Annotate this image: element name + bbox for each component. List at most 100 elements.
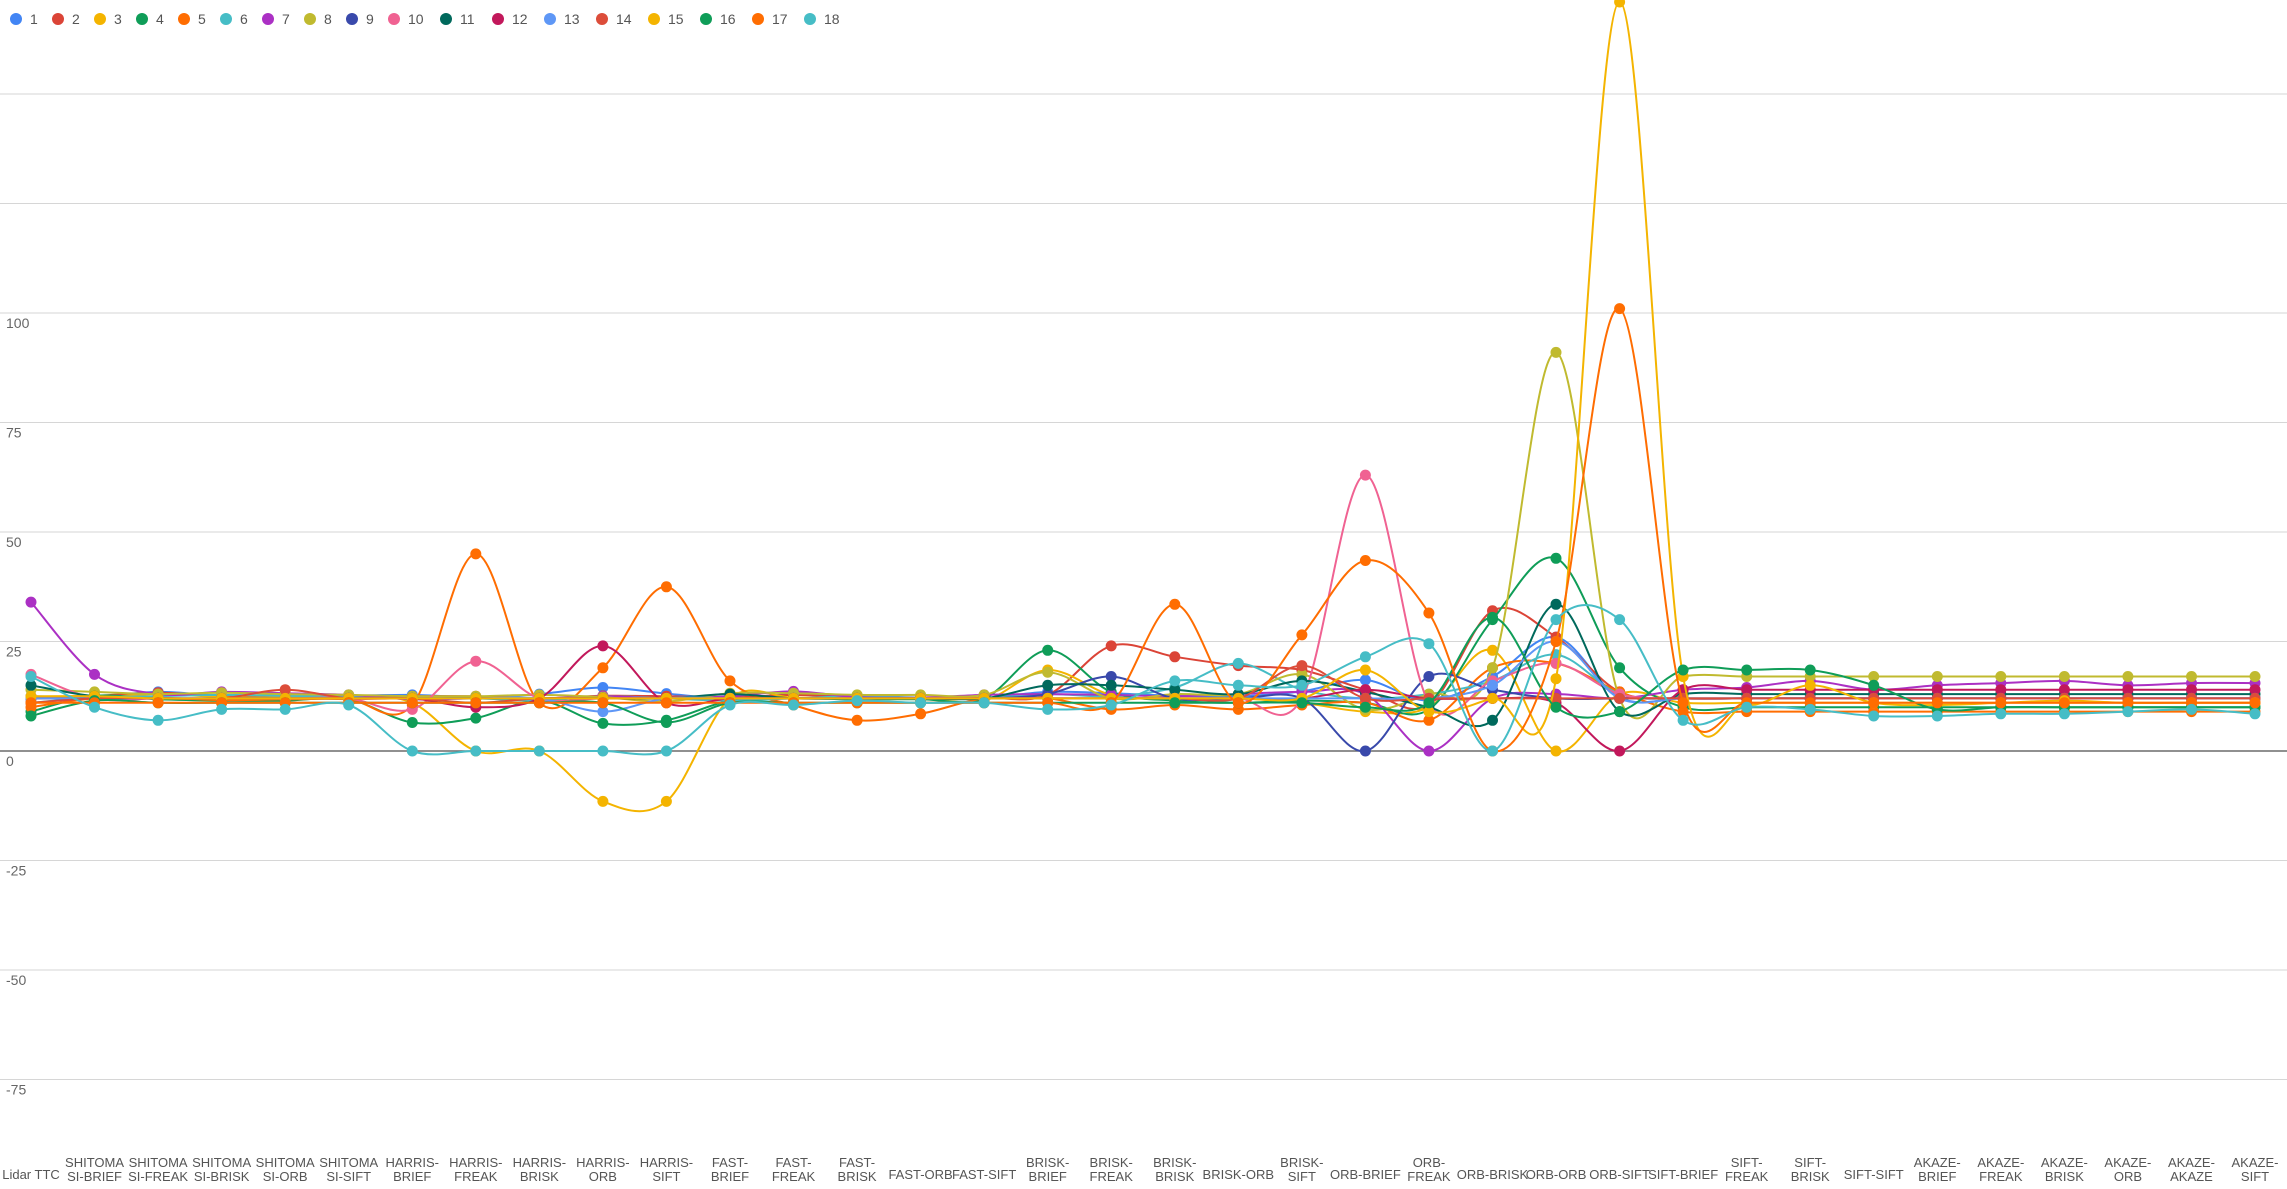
legend-item-5[interactable]: 5 xyxy=(178,11,206,27)
legend-item-12[interactable]: 12 xyxy=(492,11,528,27)
data-point[interactable] xyxy=(152,697,164,709)
data-point[interactable] xyxy=(1423,638,1435,650)
data-point[interactable] xyxy=(1359,651,1371,663)
data-point[interactable] xyxy=(1169,684,1181,696)
data-point[interactable] xyxy=(660,581,672,593)
data-point[interactable] xyxy=(1042,666,1054,678)
data-point[interactable] xyxy=(1487,714,1498,726)
data-point[interactable] xyxy=(1741,701,1753,713)
data-point[interactable] xyxy=(1995,671,2007,682)
data-point[interactable] xyxy=(1423,714,1435,726)
data-point[interactable] xyxy=(406,717,418,728)
data-point[interactable] xyxy=(1614,662,1626,674)
data-point[interactable] xyxy=(788,699,799,711)
data-point[interactable] xyxy=(1105,679,1117,691)
data-point[interactable] xyxy=(1423,745,1435,757)
data-point[interactable] xyxy=(1550,636,1562,647)
data-point[interactable] xyxy=(978,697,990,709)
data-point[interactable] xyxy=(2249,684,2261,696)
data-point[interactable] xyxy=(1169,697,1181,709)
data-point[interactable] xyxy=(2122,671,2134,682)
legend-item-14[interactable]: 14 xyxy=(596,11,632,27)
data-point[interactable] xyxy=(2249,671,2261,682)
data-point[interactable] xyxy=(1423,607,1435,619)
legend-item-7[interactable]: 7 xyxy=(262,11,290,27)
data-point[interactable] xyxy=(1804,664,1816,676)
data-point[interactable] xyxy=(279,684,291,696)
data-point[interactable] xyxy=(597,795,609,807)
legend-item-11[interactable]: 11 xyxy=(440,11,475,27)
data-point[interactable] xyxy=(1614,303,1626,315)
data-point[interactable] xyxy=(1296,697,1308,709)
legend-item-16[interactable]: 16 xyxy=(700,11,736,27)
data-point[interactable] xyxy=(470,745,482,757)
legend-item-13[interactable]: 13 xyxy=(544,11,580,27)
data-point[interactable] xyxy=(597,697,609,709)
data-point[interactable] xyxy=(1042,644,1054,656)
data-point[interactable] xyxy=(279,703,291,715)
data-point[interactable] xyxy=(1296,629,1308,641)
data-point[interactable] xyxy=(1359,745,1371,757)
data-point[interactable] xyxy=(2122,706,2134,718)
data-point[interactable] xyxy=(2122,697,2134,709)
data-point[interactable] xyxy=(2058,684,2070,696)
data-point[interactable] xyxy=(1868,710,1880,722)
legend-item-2[interactable]: 2 xyxy=(52,11,80,27)
data-point[interactable] xyxy=(25,671,37,682)
data-point[interactable] xyxy=(660,717,672,728)
data-point[interactable] xyxy=(1105,640,1117,652)
data-point[interactable] xyxy=(1677,714,1689,726)
data-point[interactable] xyxy=(2186,703,2197,715)
data-point[interactable] xyxy=(1487,662,1498,674)
data-point[interactable] xyxy=(1423,671,1435,682)
data-point[interactable] xyxy=(1042,679,1054,691)
data-point[interactable] xyxy=(1296,660,1308,672)
data-point[interactable] xyxy=(1550,701,1562,713)
data-point[interactable] xyxy=(470,697,482,709)
data-point[interactable] xyxy=(2058,697,2070,709)
data-point[interactable] xyxy=(406,697,418,709)
data-point[interactable] xyxy=(1359,469,1371,481)
data-point[interactable] xyxy=(1105,699,1117,711)
data-point[interactable] xyxy=(470,712,482,724)
data-point[interactable] xyxy=(2058,671,2070,682)
data-point[interactable] xyxy=(915,708,927,720)
data-point[interactable] xyxy=(1614,614,1626,626)
data-point[interactable] xyxy=(2249,708,2261,720)
data-point[interactable] xyxy=(1931,710,1943,722)
legend-item-15[interactable]: 15 xyxy=(648,11,684,27)
data-point[interactable] xyxy=(851,695,863,707)
data-point[interactable] xyxy=(1423,697,1435,709)
data-point[interactable] xyxy=(597,745,609,757)
data-point[interactable] xyxy=(216,703,228,715)
data-point[interactable] xyxy=(533,745,545,757)
data-point[interactable] xyxy=(1931,697,1943,709)
data-point[interactable] xyxy=(406,745,418,757)
data-point[interactable] xyxy=(152,714,164,726)
data-point[interactable] xyxy=(2249,697,2261,709)
data-point[interactable] xyxy=(1105,671,1117,682)
data-point[interactable] xyxy=(1487,644,1498,656)
legend-item-8[interactable]: 8 xyxy=(304,11,332,27)
data-point[interactable] xyxy=(1296,679,1308,691)
data-point[interactable] xyxy=(1359,555,1371,566)
data-point[interactable] xyxy=(1232,657,1244,669)
data-point[interactable] xyxy=(660,697,672,709)
data-point[interactable] xyxy=(851,714,863,726)
data-point[interactable] xyxy=(1487,745,1498,757)
data-point[interactable] xyxy=(1359,684,1371,696)
data-point[interactable] xyxy=(1741,664,1753,676)
data-point[interactable] xyxy=(597,717,609,729)
legend-item-1[interactable]: 1 xyxy=(10,11,38,27)
data-point[interactable] xyxy=(2186,671,2197,682)
data-point[interactable] xyxy=(1614,706,1626,718)
data-point[interactable] xyxy=(1359,664,1371,676)
data-point[interactable] xyxy=(1868,671,1880,682)
data-point[interactable] xyxy=(1169,675,1181,687)
data-point[interactable] xyxy=(1741,684,1753,696)
data-point[interactable] xyxy=(1169,651,1181,663)
data-point[interactable] xyxy=(25,679,37,691)
data-point[interactable] xyxy=(1931,671,1943,682)
data-point[interactable] xyxy=(533,697,545,709)
data-point[interactable] xyxy=(1550,346,1562,358)
